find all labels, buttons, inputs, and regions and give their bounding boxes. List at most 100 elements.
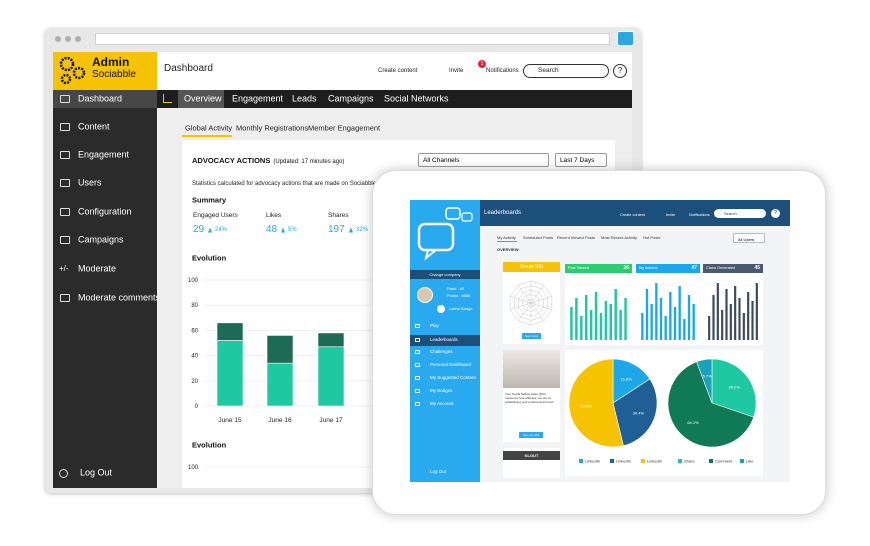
nav-icon bbox=[415, 402, 420, 406]
url-bar bbox=[95, 33, 610, 45]
bar bbox=[683, 319, 686, 340]
sidebar-item[interactable]: Content bbox=[78, 121, 110, 132]
nav-item[interactable]: Leaderboards bbox=[430, 336, 458, 342]
radar-spoke bbox=[517, 302, 532, 321]
subtab-underline bbox=[497, 241, 517, 242]
bar bbox=[678, 286, 681, 340]
radar-spoke bbox=[509, 302, 532, 311]
create-content[interactable]: Create content bbox=[620, 213, 645, 218]
legend-label: Share bbox=[684, 459, 695, 464]
bar bbox=[729, 304, 732, 340]
nav-item[interactable]: Personal Dashboard bbox=[430, 361, 472, 367]
stat-label: Clicks Generated bbox=[706, 265, 736, 270]
create-content[interactable]: Create content bbox=[378, 68, 418, 74]
bar bbox=[755, 283, 758, 340]
stat-header bbox=[703, 264, 763, 273]
bar bbox=[669, 292, 672, 340]
subtab[interactable]: Recent Viewed Posts bbox=[557, 235, 595, 240]
notifications[interactable]: Notifications bbox=[689, 213, 710, 218]
notifications[interactable]: Notifications bbox=[486, 68, 519, 74]
bar bbox=[594, 292, 598, 340]
radar-spoke bbox=[509, 295, 532, 304]
stat-value: 29 bbox=[193, 224, 205, 235]
nav-item[interactable]: Play bbox=[430, 322, 439, 328]
legend-label: Comment bbox=[715, 459, 733, 464]
sidebar-item[interactable]: Moderate bbox=[78, 263, 117, 274]
help[interactable]: ? bbox=[771, 209, 780, 218]
pie-label: 30.2% bbox=[728, 385, 740, 390]
sidebar-item[interactable]: Configuration bbox=[78, 206, 132, 217]
bar bbox=[673, 307, 677, 340]
nav-item[interactable]: Challenges bbox=[430, 348, 453, 354]
stat-change: 32% bbox=[356, 227, 369, 233]
nav-item[interactable]: My Badges bbox=[430, 387, 453, 393]
tab[interactable]: Overview bbox=[184, 93, 222, 104]
nav-item[interactable]: My Account bbox=[430, 400, 454, 406]
notification-badge: 1 bbox=[478, 60, 486, 68]
bar bbox=[624, 298, 627, 340]
search-box[interactable] bbox=[523, 64, 609, 78]
updated: (Updated: 17 minutes ago) bbox=[273, 159, 345, 165]
subtab[interactable]: My Activity bbox=[497, 235, 516, 240]
bar bbox=[599, 313, 603, 340]
subtab[interactable]: Global Activity bbox=[185, 123, 233, 133]
gear-icon bbox=[59, 56, 75, 72]
pie-label: 15.8% bbox=[620, 377, 632, 382]
window-dot bbox=[55, 36, 61, 42]
sidebar-item[interactable]: Dashboard bbox=[78, 93, 123, 104]
filter-select[interactable]: All Users bbox=[733, 233, 765, 243]
y-tick-label: 100 bbox=[188, 278, 199, 284]
subtab[interactable]: Member Engagement bbox=[308, 123, 381, 133]
sidebar-icon bbox=[60, 294, 70, 302]
search-box[interactable] bbox=[714, 209, 766, 218]
bar bbox=[664, 316, 667, 340]
sidebar-item[interactable]: Engagement bbox=[78, 149, 130, 160]
sidebar-icon bbox=[60, 95, 70, 103]
bar bbox=[716, 283, 719, 340]
period-select[interactable]: Last 7 Days bbox=[555, 153, 607, 167]
invite[interactable]: Invite bbox=[666, 213, 676, 218]
logout[interactable]: Log Out bbox=[430, 468, 447, 474]
nav-icon bbox=[415, 363, 420, 367]
bar-segment bbox=[317, 332, 345, 348]
nav-item[interactable]: My Suggested Content bbox=[430, 374, 476, 380]
subtab[interactable]: Hot Posts bbox=[643, 235, 661, 240]
bar bbox=[708, 316, 711, 340]
brand-title: Admin bbox=[92, 55, 130, 69]
stat-value: 26 bbox=[623, 265, 629, 271]
pie-slice bbox=[568, 358, 624, 448]
change-company[interactable]: Change company bbox=[410, 270, 480, 279]
channel-select[interactable]: All Channels bbox=[418, 153, 549, 167]
logout[interactable]: Log Out bbox=[80, 467, 113, 478]
radar-spoke bbox=[530, 302, 553, 311]
advocacy-title: ADVOCACY ACTIONS (Updated: 17 minutes ago… bbox=[192, 157, 344, 165]
sidebar-item[interactable]: Campaigns bbox=[78, 234, 124, 245]
help[interactable]: ? bbox=[613, 64, 627, 78]
bar bbox=[570, 307, 573, 340]
gear-icon bbox=[72, 66, 86, 80]
tab[interactable]: Campaigns bbox=[328, 93, 374, 104]
tab[interactable]: Leads bbox=[292, 93, 317, 104]
stat-header bbox=[565, 264, 632, 273]
subtab[interactable]: Most Recent Activity bbox=[601, 235, 638, 240]
nav-active bbox=[410, 335, 480, 346]
legend-swatch bbox=[709, 459, 713, 463]
subtab[interactable]: Monthly Registrations bbox=[236, 123, 309, 133]
tab[interactable]: Engagement bbox=[232, 93, 284, 104]
moderate-icon: +/- bbox=[59, 264, 69, 273]
y-tick-label: 20 bbox=[191, 379, 198, 385]
invite[interactable]: Invite bbox=[449, 68, 464, 74]
ssi-button[interactable]: See more bbox=[522, 333, 541, 339]
stat-arrow bbox=[349, 227, 353, 233]
sidebar-icon bbox=[60, 179, 70, 187]
bar-segment bbox=[317, 346, 345, 407]
sidebar-item[interactable]: Users bbox=[78, 177, 102, 188]
legend-label: Like bbox=[746, 459, 754, 464]
sidebar-item[interactable]: Moderate comments bbox=[78, 292, 161, 303]
tab[interactable]: Social Networks bbox=[384, 93, 449, 104]
x-tick-label: June 15 bbox=[218, 417, 242, 424]
subtab[interactable]: Scheduled Posts bbox=[523, 235, 554, 240]
bar bbox=[692, 304, 695, 340]
linkedin-button[interactable]: See my SSI bbox=[519, 432, 543, 438]
